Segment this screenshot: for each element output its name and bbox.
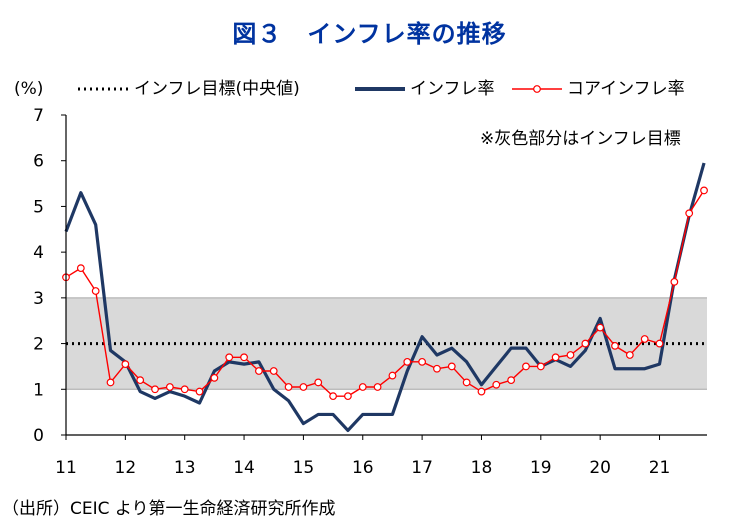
- legend-inflation-label: インフレ率: [410, 79, 495, 99]
- series-core-point: [403, 357, 412, 366]
- x-tick-label: 14: [233, 458, 255, 478]
- series-core-point: [433, 364, 441, 373]
- series-core-point: [581, 339, 590, 348]
- series-core-point: [685, 209, 694, 218]
- legend-target-label: インフレ目標(中央値): [134, 79, 300, 99]
- x-tick-label: 21: [649, 458, 671, 478]
- series-core-point: [284, 383, 293, 391]
- series-core-point: [106, 378, 115, 387]
- series-inflation-line: [64, 162, 706, 433]
- series-core-point: [344, 392, 352, 401]
- series-core-point: [447, 362, 456, 371]
- series-core-point: [700, 186, 708, 195]
- series-core-point: [225, 353, 234, 362]
- series-core-point: [269, 367, 278, 375]
- y-tick-label: 0: [33, 426, 44, 446]
- series-core-point: [76, 264, 85, 273]
- series-core-point: [477, 387, 486, 396]
- series-core-point: [655, 339, 664, 348]
- y-tick-label: 3: [33, 289, 44, 309]
- series-core-point: [151, 385, 159, 394]
- target-band-note: ※灰色部分はインフレ目標: [480, 129, 681, 149]
- series-core-point: [566, 351, 575, 359]
- series-core-point: [640, 335, 649, 343]
- series-core-point: [210, 373, 219, 382]
- x-tick-label: 19: [530, 458, 552, 478]
- x-tick-label: 20: [589, 458, 611, 478]
- series-core-point: [373, 383, 382, 391]
- series-core-point: [240, 353, 248, 362]
- x-tick-label: 12: [115, 458, 137, 478]
- series-core-point: [165, 383, 174, 391]
- series-core-point: [180, 385, 189, 394]
- series-core-point: [418, 357, 427, 366]
- y-tick-label: 4: [33, 243, 44, 263]
- series-core-point: [670, 277, 679, 286]
- series-core-point: [254, 367, 263, 375]
- legend-core-marker: [533, 85, 541, 93]
- x-tick-label: 11: [55, 458, 77, 478]
- x-tick-label: 13: [174, 458, 196, 478]
- series-core-point: [195, 387, 204, 396]
- series-core-point: [551, 353, 560, 362]
- series-core-point: [136, 376, 145, 385]
- source-note: （出所）CEIC より第一生命経済研究所作成: [2, 499, 336, 519]
- series-core-point: [388, 371, 397, 380]
- series-core-point: [462, 378, 471, 387]
- series-core-point: [596, 323, 605, 332]
- y-axis-unit-label: (%): [14, 79, 43, 99]
- series-core-point: [492, 380, 501, 389]
- x-tick-label: 15: [293, 458, 315, 478]
- chart-title: 図３ インフレ率の推移: [232, 20, 507, 48]
- y-tick-label: 2: [33, 335, 44, 355]
- series-core-point: [314, 378, 323, 387]
- y-tick-label: 1: [33, 380, 44, 400]
- x-tick-label: 18: [471, 458, 493, 478]
- x-tick-label: 17: [411, 458, 433, 478]
- series-core-point: [329, 392, 337, 401]
- series-core-point: [522, 362, 530, 371]
- legend-core-label: コアインフレ率: [567, 79, 685, 99]
- x-tick-label: 16: [352, 458, 374, 478]
- series-core-point: [536, 362, 545, 371]
- series-core-point: [91, 287, 100, 295]
- series-core-point: [611, 341, 619, 350]
- series-core-point: [507, 376, 516, 385]
- series-core-point: [358, 383, 367, 391]
- y-tick-label: 7: [33, 106, 44, 126]
- y-tick-label: 5: [33, 197, 44, 217]
- series-core-point: [299, 383, 308, 391]
- y-tick-label: 6: [33, 152, 44, 172]
- series-core-point: [625, 351, 634, 359]
- series-core-point: [121, 360, 130, 369]
